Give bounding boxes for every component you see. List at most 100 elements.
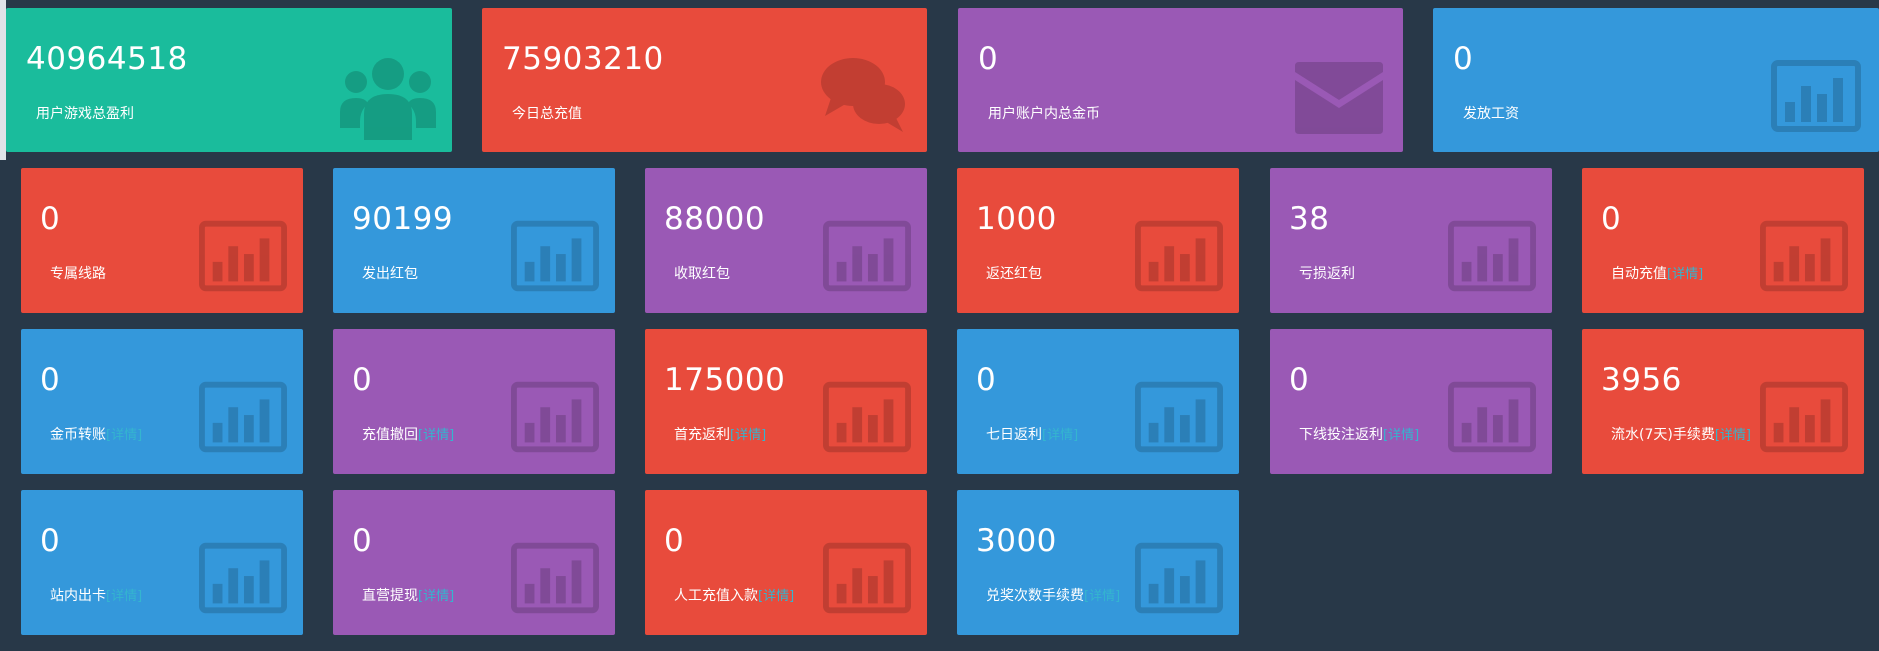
- stat-card-today-recharge[interactable]: 75903210 今日总充值: [482, 8, 927, 152]
- stat-value: 3000: [976, 523, 1057, 559]
- stat-card[interactable]: 90199 发出红包: [333, 168, 615, 313]
- bar-chart-icon: [511, 381, 599, 453]
- stat-card[interactable]: 0 自动充值[详情]: [1582, 168, 1864, 313]
- stat-card-salary[interactable]: 0 发放工资: [1433, 8, 1879, 152]
- bar-chart-icon: [1135, 381, 1223, 453]
- detail-link[interactable]: [详情]: [1667, 267, 1704, 282]
- stat-label: 发出红包: [362, 267, 418, 281]
- bar-chart-icon: [511, 542, 599, 614]
- stat-label-text: 流水(7天)手续费: [1611, 427, 1715, 443]
- stat-label-text: 兑奖次数手续费: [986, 588, 1084, 604]
- stat-card-account-coins[interactable]: 0 用户账户内总金币: [958, 8, 1403, 152]
- stat-card[interactable]: 0 直营提现[详情]: [333, 490, 615, 635]
- stat-value: 0: [40, 201, 61, 237]
- bar-chart-icon: [199, 220, 287, 292]
- stat-label-text: 站内出卡: [50, 588, 106, 604]
- stat-label-text: 首充返利: [674, 427, 730, 443]
- bar-chart-icon: [1135, 220, 1223, 292]
- bar-chart-icon: [1135, 542, 1223, 614]
- stat-card[interactable]: 0 充值撤回[详情]: [333, 329, 615, 474]
- stat-label: 七日返利[详情]: [986, 428, 1078, 442]
- stat-label: 今日总充值: [512, 106, 582, 122]
- detail-link[interactable]: [详情]: [1084, 589, 1121, 604]
- detail-link[interactable]: [详情]: [106, 428, 143, 443]
- detail-link[interactable]: [详情]: [418, 428, 455, 443]
- bar-chart-icon: [823, 220, 911, 292]
- stat-label: 专属线路: [50, 267, 106, 281]
- stat-value: 0: [1289, 362, 1310, 398]
- detail-link[interactable]: [详情]: [1042, 428, 1079, 443]
- bar-chart-icon: [1771, 60, 1861, 132]
- stat-value: 175000: [664, 362, 786, 398]
- detail-link[interactable]: [详情]: [418, 589, 455, 604]
- bar-chart-icon: [1448, 381, 1536, 453]
- top-strip: [0, 0, 1879, 8]
- stat-label-text: 亏损返利: [1299, 266, 1355, 282]
- stat-label: 用户游戏总盈利: [36, 106, 134, 122]
- stat-value: 0: [352, 523, 373, 559]
- bar-chart-icon: [1448, 220, 1536, 292]
- stat-card[interactable]: 0 金币转账[详情]: [21, 329, 303, 474]
- stat-value: 0: [664, 523, 685, 559]
- stat-label-text: 人工充值入款: [674, 588, 758, 604]
- stat-value: 88000: [664, 201, 766, 237]
- stat-value: 3956: [1601, 362, 1682, 398]
- stat-card[interactable]: 0 专属线路: [21, 168, 303, 313]
- stat-value: 38: [1289, 201, 1330, 237]
- stat-label: 充值撤回[详情]: [362, 428, 454, 442]
- detail-link[interactable]: [详情]: [758, 589, 795, 604]
- stat-label-text: 金币转账: [50, 427, 106, 443]
- stat-card[interactable]: 88000 收取红包: [645, 168, 927, 313]
- stat-value: 1000: [976, 201, 1057, 237]
- stat-label: 流水(7天)手续费[详情]: [1611, 428, 1751, 442]
- detail-link[interactable]: [详情]: [1383, 428, 1420, 443]
- stat-label-text: 下线投注返利: [1299, 427, 1383, 443]
- bar-chart-icon: [199, 542, 287, 614]
- stat-label-text: 返还红包: [986, 266, 1042, 282]
- stat-card[interactable]: 1000 返还红包: [957, 168, 1239, 313]
- stat-label: 收取红包: [674, 267, 730, 281]
- stat-value: 0: [40, 362, 61, 398]
- detail-link[interactable]: [详情]: [730, 428, 767, 443]
- stat-value: 0: [1453, 41, 1474, 77]
- stat-label: 下线投注返利[详情]: [1299, 428, 1419, 442]
- stat-value: 40964518: [26, 41, 188, 77]
- users-icon: [340, 48, 436, 140]
- stat-card[interactable]: 0 下线投注返利[详情]: [1270, 329, 1552, 474]
- bar-chart-icon: [511, 220, 599, 292]
- stat-card[interactable]: 3956 流水(7天)手续费[详情]: [1582, 329, 1864, 474]
- stat-card[interactable]: 38 亏损返利: [1270, 168, 1552, 313]
- detail-link[interactable]: [详情]: [106, 589, 143, 604]
- stat-label-text: 充值撤回: [362, 427, 418, 443]
- stat-card[interactable]: 0 人工充值入款[详情]: [645, 490, 927, 635]
- stat-label-text: 七日返利: [986, 427, 1042, 443]
- bar-chart-icon: [1760, 381, 1848, 453]
- stat-label: 亏损返利: [1299, 267, 1355, 281]
- stat-label: 用户账户内总金币: [988, 106, 1100, 122]
- stat-label: 发放工资: [1463, 106, 1519, 122]
- stat-value: 0: [1601, 201, 1622, 237]
- stat-label-text: 发出红包: [362, 266, 418, 282]
- stat-label-text: 自动充值: [1611, 266, 1667, 282]
- stat-label: 站内出卡[详情]: [50, 589, 142, 603]
- stat-label: 兑奖次数手续费[详情]: [986, 589, 1120, 603]
- detail-link[interactable]: [详情]: [1714, 428, 1751, 443]
- stat-card-total-profit[interactable]: 40964518 用户游戏总盈利: [6, 8, 452, 152]
- left-edge: [0, 0, 6, 160]
- stat-label: 直营提现[详情]: [362, 589, 454, 603]
- stat-card[interactable]: 3000 兑奖次数手续费[详情]: [957, 490, 1239, 635]
- stat-label: 人工充值入款[详情]: [674, 589, 794, 603]
- stat-label-text: 收取红包: [674, 266, 730, 282]
- bar-chart-icon: [823, 381, 911, 453]
- stat-value: 90199: [352, 201, 454, 237]
- stat-label: 返还红包: [986, 267, 1042, 281]
- stat-card[interactable]: 175000 首充返利[详情]: [645, 329, 927, 474]
- stat-value: 0: [978, 41, 999, 77]
- stat-label: 首充返利[详情]: [674, 428, 766, 442]
- stat-card[interactable]: 0 站内出卡[详情]: [21, 490, 303, 635]
- stat-value: 75903210: [502, 41, 664, 77]
- stat-value: 0: [976, 362, 997, 398]
- stat-label: 自动充值[详情]: [1611, 267, 1703, 281]
- stat-card[interactable]: 0 七日返利[详情]: [957, 329, 1239, 474]
- stat-value: 0: [40, 523, 61, 559]
